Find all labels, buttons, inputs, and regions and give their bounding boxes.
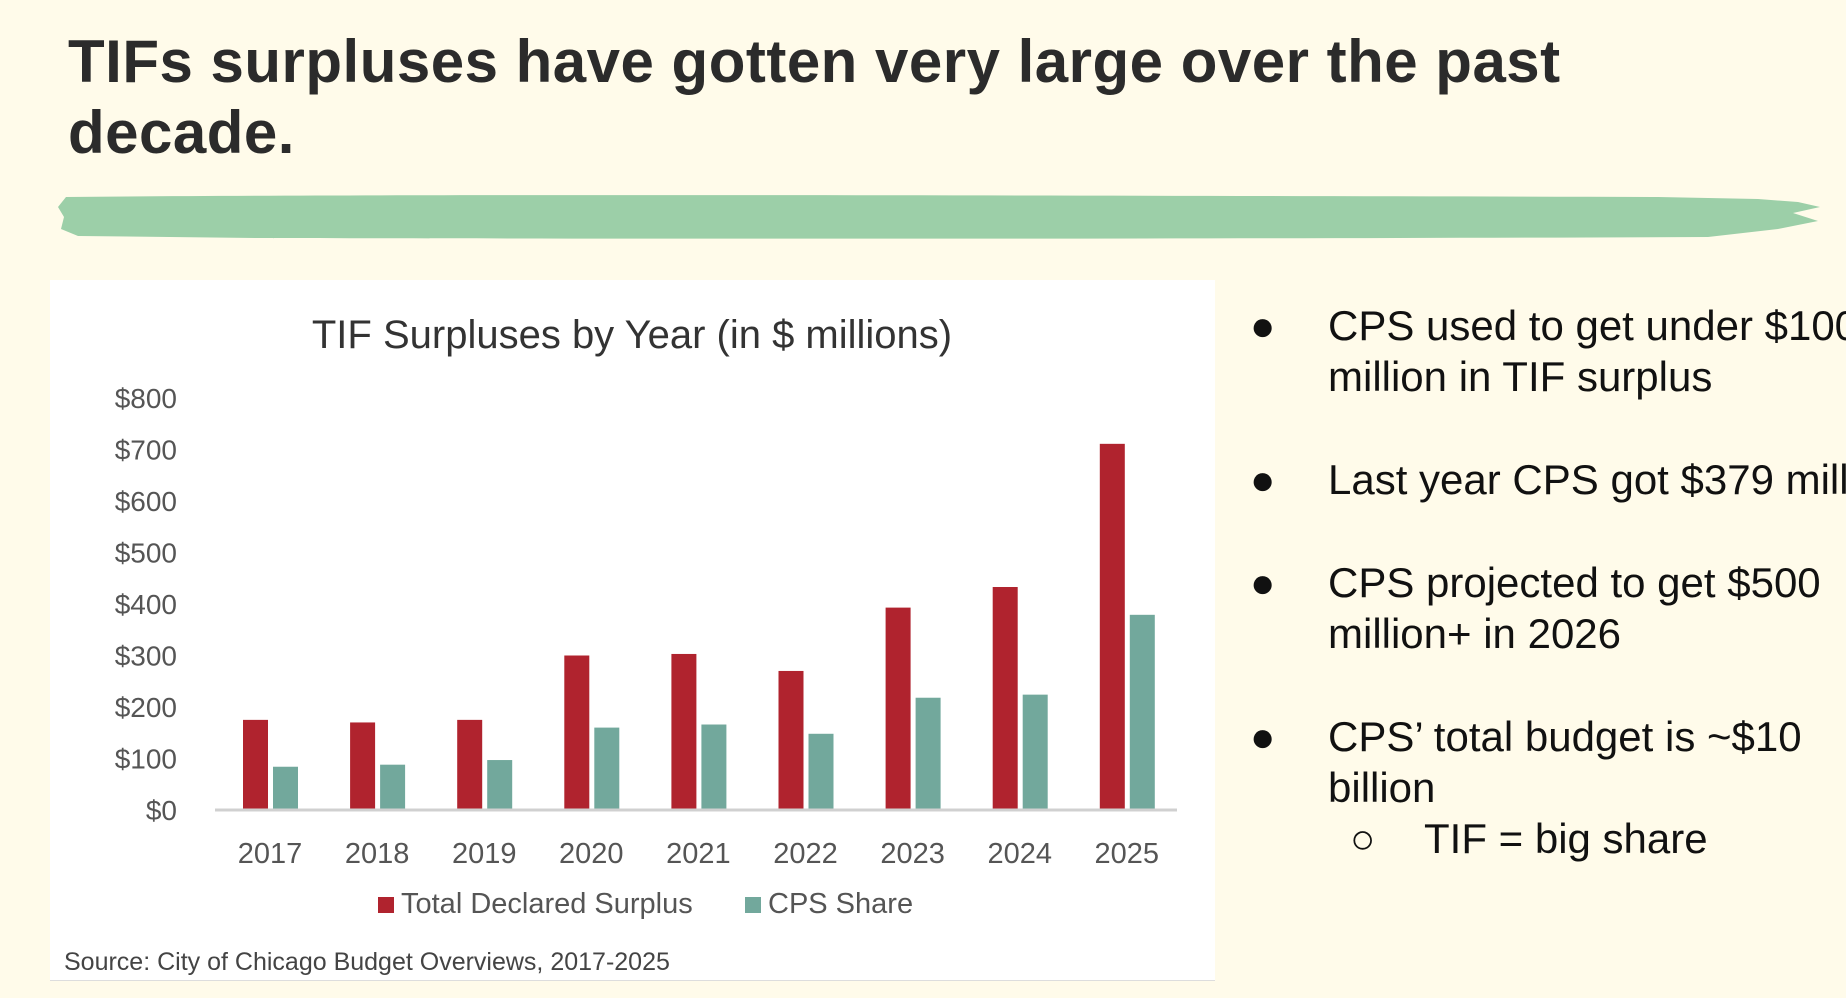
bar-chart: TIF Surpluses by Year (in $ millions) $0… bbox=[64, 313, 1177, 976]
bullet-text: CPS’ total budget is ~$10 billion bbox=[1328, 713, 1802, 811]
sub-bullet-item: ○ TIF = big share bbox=[1250, 813, 1846, 864]
bullet-text: CPS projected to get $500 million+ in 20… bbox=[1328, 559, 1821, 657]
bullet-item: ● Last year CPS got $379 million bbox=[1250, 454, 1846, 505]
bar-cps-share bbox=[1129, 614, 1155, 810]
x-tick-label: 2021 bbox=[666, 838, 731, 870]
bar-total-declared-surplus bbox=[564, 655, 590, 810]
bullet-item: ● CPS used to get under $100 million in T… bbox=[1250, 300, 1846, 402]
title-line-1: TIFs surpluses have gotten very large ov… bbox=[68, 28, 1561, 95]
chart-source: Source: City of Chicago Budget Overviews… bbox=[64, 948, 670, 976]
y-tick-label: $400 bbox=[115, 589, 177, 620]
bullet-icon: ● bbox=[1250, 713, 1276, 760]
bullet-item: ● CPS’ total budget is ~$10 billion bbox=[1250, 711, 1846, 813]
y-tick-label: $500 bbox=[115, 538, 177, 569]
bar-total-declared-surplus bbox=[671, 653, 697, 810]
bullet-icon: ● bbox=[1250, 456, 1276, 503]
y-tick-label: $800 bbox=[115, 383, 177, 414]
bar-total-declared-surplus bbox=[350, 722, 376, 810]
bar-cps-share bbox=[380, 764, 406, 810]
x-tick-label: 2022 bbox=[773, 838, 838, 870]
bar-cps-share bbox=[273, 766, 298, 810]
y-tick-label: $0 bbox=[146, 795, 177, 826]
bullet-text: CPS used to get under $100 million in TI… bbox=[1328, 302, 1846, 400]
bar-total-declared-surplus bbox=[992, 587, 1018, 810]
y-tick-label: $700 bbox=[115, 435, 177, 466]
y-tick-label: $300 bbox=[115, 641, 177, 672]
x-tick-label: 2017 bbox=[238, 838, 303, 870]
x-tick-label: 2024 bbox=[987, 838, 1052, 870]
green-brush-stroke-divider bbox=[58, 195, 1820, 239]
bar-cps-share bbox=[808, 733, 834, 810]
slide-title: TIFs surpluses have gotten very large ov… bbox=[68, 26, 1561, 168]
bar-cps-share bbox=[915, 697, 941, 810]
x-tick-label: 2020 bbox=[559, 838, 624, 870]
bullet-item: ● CPS projected to get $500 million+ in 2… bbox=[1250, 557, 1846, 659]
legend-label: Total Declared Surplus bbox=[401, 888, 693, 920]
bar-total-declared-surplus bbox=[243, 719, 268, 810]
sub-bullet-icon: ○ bbox=[1350, 815, 1376, 862]
y-tick-label: $200 bbox=[115, 692, 177, 723]
title-line-2: decade. bbox=[68, 99, 295, 166]
legend-swatch bbox=[745, 897, 761, 913]
chart-title: TIF Surpluses by Year (in $ millions) bbox=[312, 313, 952, 357]
bar-cps-share bbox=[594, 727, 620, 810]
bar-total-declared-surplus bbox=[1099, 443, 1125, 810]
bar-cps-share bbox=[487, 760, 513, 810]
bar-total-declared-surplus bbox=[885, 607, 911, 810]
legend-label: CPS Share bbox=[768, 888, 913, 920]
x-tick-label: 2023 bbox=[880, 838, 945, 870]
bar-total-declared-surplus bbox=[778, 670, 804, 810]
bar-total-declared-surplus bbox=[457, 719, 483, 810]
x-tick-label: 2018 bbox=[345, 838, 410, 870]
bullet-icon: ● bbox=[1250, 559, 1276, 606]
bullet-list: ● CPS used to get under $100 million in T… bbox=[1250, 300, 1846, 864]
x-tick-label: 2025 bbox=[1095, 838, 1160, 870]
legend-swatch bbox=[378, 897, 394, 913]
chart-panel: TIF Surpluses by Year (in $ millions) $0… bbox=[50, 280, 1215, 981]
bullet-icon: ● bbox=[1250, 302, 1276, 349]
bullet-text: Last year CPS got $379 million bbox=[1328, 456, 1846, 503]
bar-cps-share bbox=[701, 724, 727, 810]
y-tick-label: $600 bbox=[115, 486, 177, 517]
y-tick-label: $100 bbox=[115, 744, 177, 775]
sub-bullet-text: TIF = big share bbox=[1424, 815, 1708, 862]
x-tick-label: 2019 bbox=[452, 838, 517, 870]
bar-cps-share bbox=[1022, 694, 1048, 810]
